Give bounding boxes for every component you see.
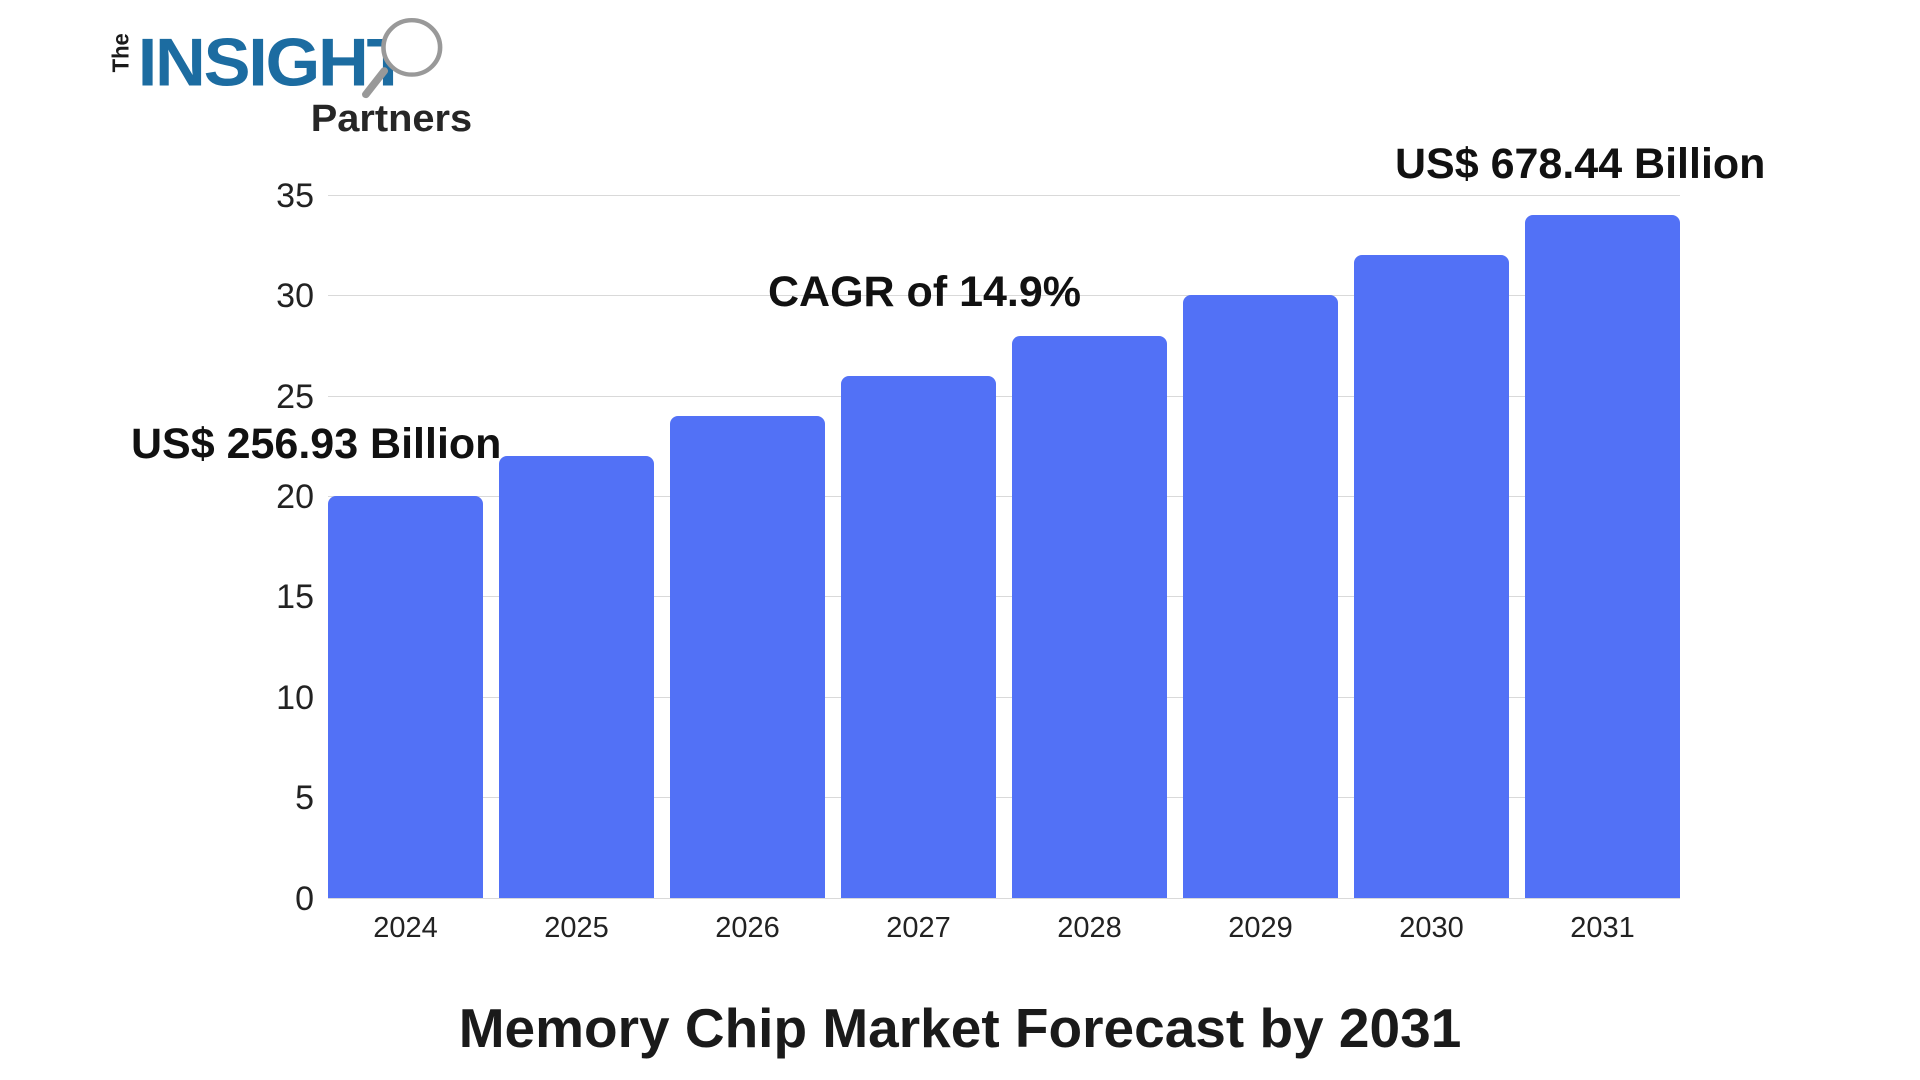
svg-text:The: The — [108, 33, 134, 72]
svg-text:Partners: Partners — [311, 98, 472, 140]
